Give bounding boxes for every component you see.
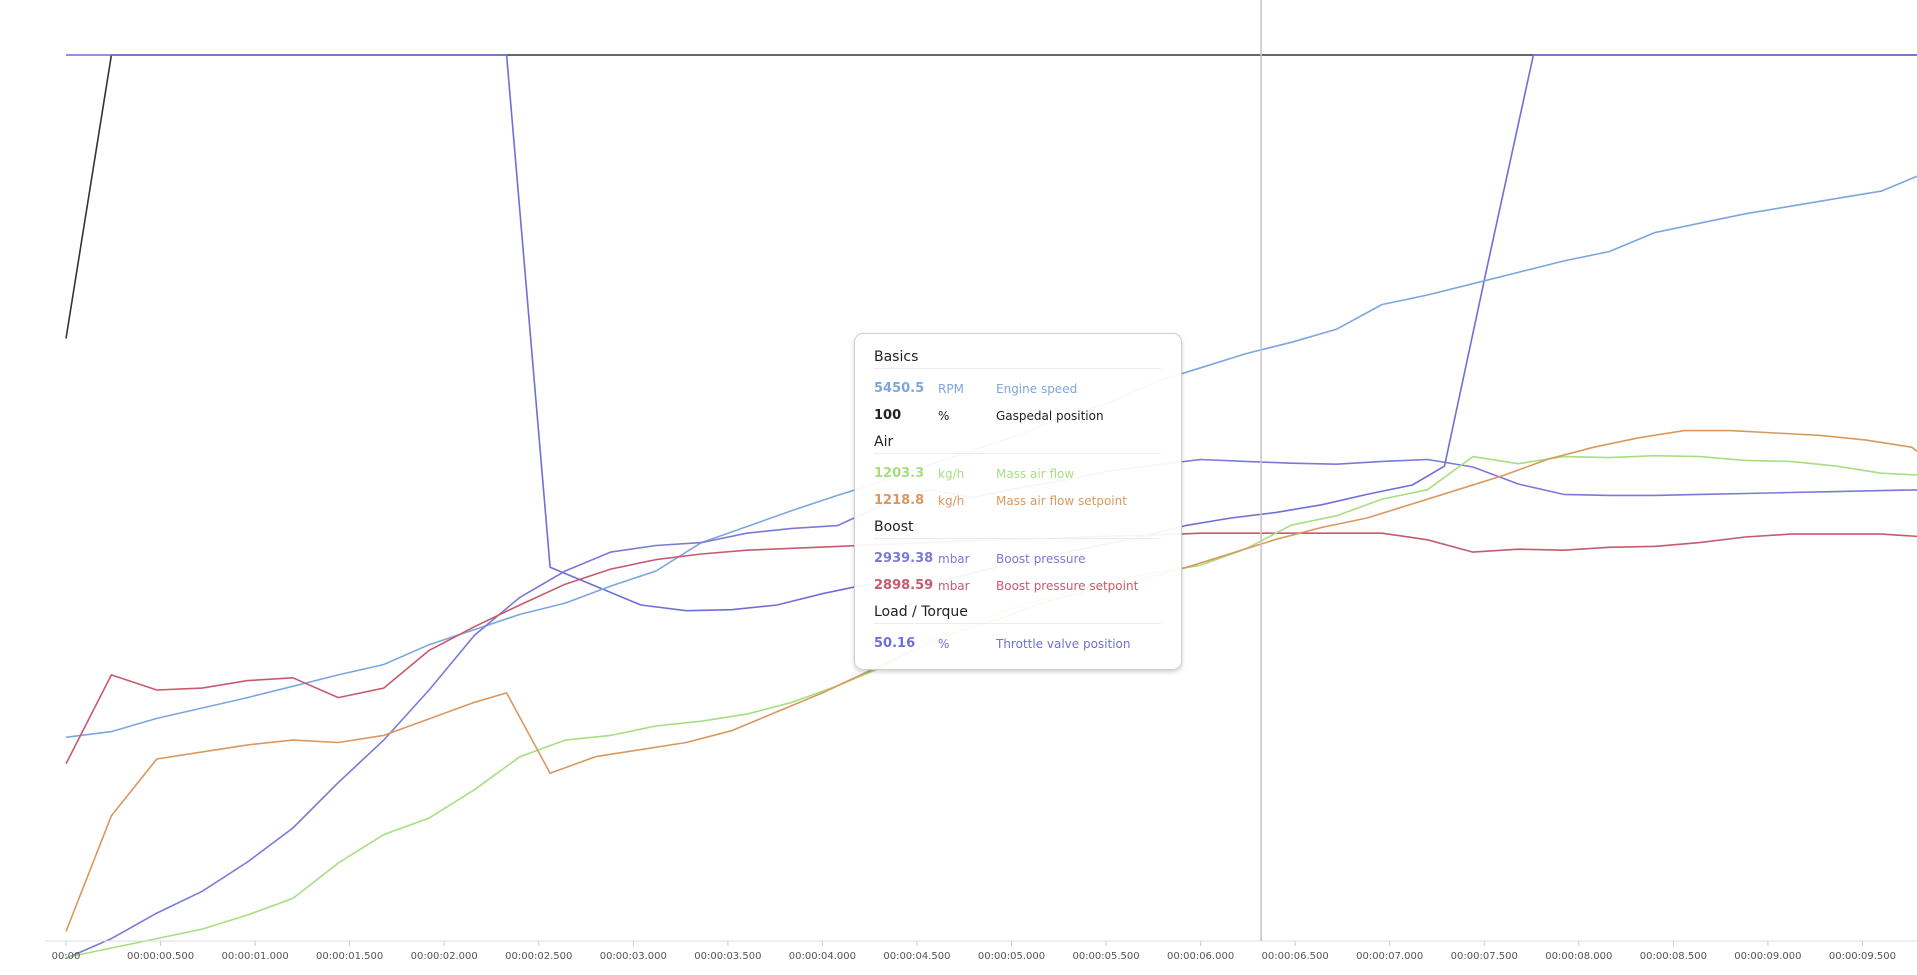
x-tick-label: 00:00:04.500	[883, 951, 950, 962]
x-tick-label: 00:00:06.000	[1167, 951, 1234, 962]
tooltip-unit: kg/h	[938, 493, 965, 508]
tooltip-unit: RPM	[938, 381, 964, 396]
tooltip-group-title: Boost	[874, 516, 1161, 539]
tooltip-value: 2898.59	[874, 578, 934, 593]
series-line-gaspedal	[65, 54, 1917, 339]
tooltip-series-name: Boost pressure	[996, 551, 1086, 566]
tooltip-group-title: Basics	[874, 346, 1161, 369]
tooltip-series-name: Gaspedal position	[996, 408, 1104, 423]
tooltip-group: Boost 2939.38 mbar Boost pressure 2898.59 mba…	[874, 516, 1161, 599]
x-tick-label: 00:00:08.500	[1640, 951, 1707, 962]
tooltip-unit: %	[938, 408, 950, 423]
x-tick-label: 00:00:09.500	[1829, 951, 1896, 962]
tooltip-series-name: Mass air flow setpoint	[996, 493, 1127, 508]
tooltip-row: 1218.8 kg/h Mass air flow setpoint	[874, 487, 1161, 514]
tooltip-value: 1218.8	[874, 493, 925, 508]
tooltip-row: 1203.3 kg/h Mass air flow	[874, 460, 1161, 487]
tooltip-row: 100% Gaspedal position	[874, 402, 1161, 429]
x-tick-label: 00:00:01.000	[222, 951, 289, 962]
x-tick-label: 00:00:02.000	[411, 951, 478, 962]
x-tick-label: 00:00:07.500	[1451, 951, 1518, 962]
tooltip-series-name: Engine speed	[996, 381, 1078, 396]
tooltip-value: 50.16	[874, 636, 916, 651]
data-tooltip: Basics 5450.5 RPM Engine speed 100% Gaspedal …	[854, 333, 1182, 670]
tooltip-row: 2939.38 mbar Boost pressure	[874, 545, 1161, 572]
x-tick-label: 00:00:03.000	[600, 951, 667, 962]
tooltip-group-title: Air	[874, 431, 1161, 454]
x-tick-label: 00:00:06.500	[1262, 951, 1329, 962]
tooltip-group: Basics 5450.5 RPM Engine speed 100% Gaspedal …	[874, 346, 1161, 429]
tooltip-row: 50.16% Throttle valve position	[874, 630, 1161, 657]
tooltip-unit: kg/h	[938, 466, 965, 481]
tooltip-value: 100	[874, 408, 902, 423]
series-line-throttle	[66, 54, 1917, 612]
tooltip-row: 2898.59 mbar Boost pressure setpoint	[874, 572, 1161, 599]
x-tick-label: 00:00:00.500	[127, 951, 194, 962]
tooltip-group: Load / Torque 50.16% Throttle valve positi…	[874, 601, 1161, 657]
tooltip-value: 5450.5	[874, 381, 925, 396]
x-tick-label: 00:00:05.000	[978, 951, 1045, 962]
tooltip-series-name: Boost pressure setpoint	[996, 578, 1139, 593]
tooltip-unit: %	[938, 636, 950, 651]
tooltip-series-name: Mass air flow	[996, 466, 1075, 481]
tooltip-row: 5450.5 RPM Engine speed	[874, 375, 1161, 402]
x-tick-label: 00:00	[52, 951, 81, 962]
tooltip-group: Air 1203.3 kg/h Mass air flow 1218.8 kg/h Mass…	[874, 431, 1161, 514]
tooltip-series-name: Throttle valve position	[996, 636, 1131, 651]
x-tick-label: 00:00:05.500	[1072, 951, 1139, 962]
tooltip-unit: mbar	[938, 578, 970, 593]
x-tick-label: 00:00:02.500	[505, 951, 572, 962]
tooltip-unit: mbar	[938, 551, 970, 566]
x-tick-label: 00:00:03.500	[694, 951, 761, 962]
x-tick-label: 00:00:08.000	[1545, 951, 1612, 962]
x-tick-label: 00:00:01.500	[316, 951, 383, 962]
x-tick-label: 00:00:04.000	[789, 951, 856, 962]
x-tick-label: 00:00:07.000	[1356, 951, 1423, 962]
tooltip-group-title: Load / Torque	[874, 601, 1161, 624]
tooltip-value: 2939.38	[874, 551, 934, 566]
tooltip-value: 1203.3	[874, 466, 925, 481]
x-tick-label: 00:00:09.000	[1734, 951, 1801, 962]
x-axis-ticks: 00:00 00:00:00.500 00:00:01.000 00:00:01.50…	[52, 941, 1896, 962]
